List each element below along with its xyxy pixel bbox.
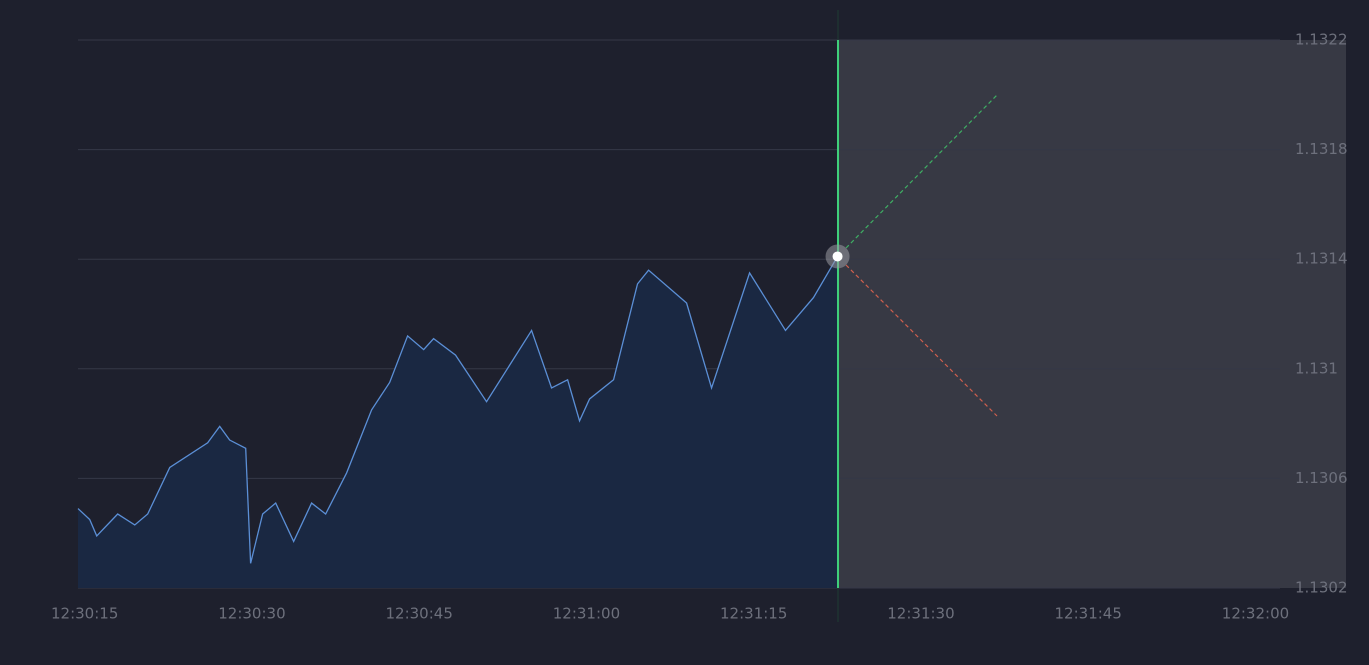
y-tick-label: 1.1306 <box>1295 469 1348 487</box>
x-tick-label: 12:30:30 <box>218 605 285 623</box>
down-projection <box>845 264 998 417</box>
y-tick-label: 1.1318 <box>1295 140 1348 158</box>
price-line <box>77 256 839 564</box>
x-tick-label: 12:32:00 <box>1222 605 1289 623</box>
x-tick-label: 12:31:45 <box>1055 605 1122 623</box>
y-tick-label: 1.1314 <box>1295 250 1348 268</box>
x-tick-label: 12:30:15 <box>51 605 118 623</box>
x-tick-label: 12:31:15 <box>720 605 787 623</box>
future-zone <box>838 40 1346 588</box>
x-tick-label: 12:30:45 <box>386 605 453 623</box>
current-point <box>832 251 843 262</box>
y-tick-label: 1.1322 <box>1295 31 1348 49</box>
x-tick-label: 12:31:30 <box>887 605 954 623</box>
y-tick-label: 1.1302 <box>1295 579 1348 597</box>
x-tick-label: 12:31:00 <box>553 605 620 623</box>
area <box>78 256 838 588</box>
y-tick-label: 1.131 <box>1295 359 1338 377</box>
up-projection <box>845 94 998 249</box>
